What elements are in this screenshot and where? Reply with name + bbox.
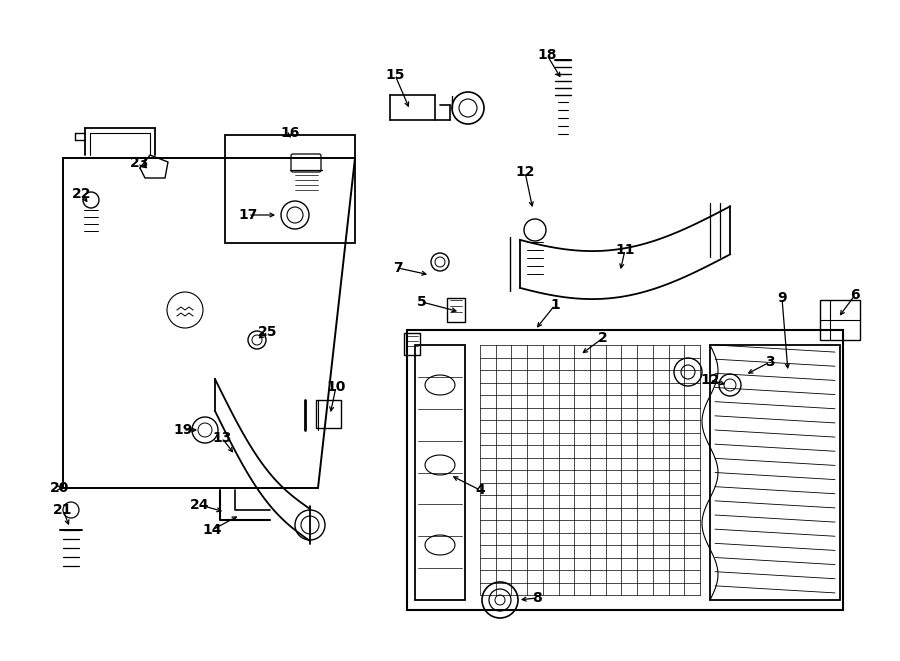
Text: 9: 9	[778, 291, 787, 305]
Bar	[316, 400, 341, 428]
Bar	[820, 300, 860, 340]
Text: 11: 11	[616, 243, 634, 257]
Text: 19: 19	[174, 423, 193, 437]
Text: 3: 3	[765, 355, 775, 369]
Text: 5: 5	[417, 295, 427, 309]
Text: 1: 1	[550, 298, 560, 312]
Bar	[415, 345, 465, 600]
Text: 2: 2	[598, 331, 608, 345]
Text: 16: 16	[280, 126, 300, 140]
Text: 18: 18	[537, 48, 557, 62]
Text: 7: 7	[393, 261, 403, 275]
Text: 14: 14	[202, 523, 221, 537]
Text: 22: 22	[72, 187, 92, 201]
Text: 12: 12	[515, 165, 535, 179]
Bar	[407, 330, 843, 610]
Text: 4: 4	[475, 483, 485, 497]
Text: 13: 13	[212, 431, 231, 445]
Text: 12: 12	[700, 373, 720, 387]
Text: 24: 24	[190, 498, 210, 512]
Text: 23: 23	[130, 156, 149, 170]
Bar	[225, 135, 355, 243]
Bar	[404, 333, 420, 355]
Bar	[710, 345, 840, 600]
Bar	[447, 298, 465, 322]
Text: 17: 17	[238, 208, 257, 222]
Text: 21: 21	[53, 503, 73, 517]
Text: 6: 6	[850, 288, 860, 302]
Text: 8: 8	[532, 591, 542, 605]
Text: 25: 25	[258, 325, 278, 339]
Text: 15: 15	[385, 68, 405, 82]
Text: 20: 20	[50, 481, 69, 495]
Text: 10: 10	[327, 380, 346, 394]
